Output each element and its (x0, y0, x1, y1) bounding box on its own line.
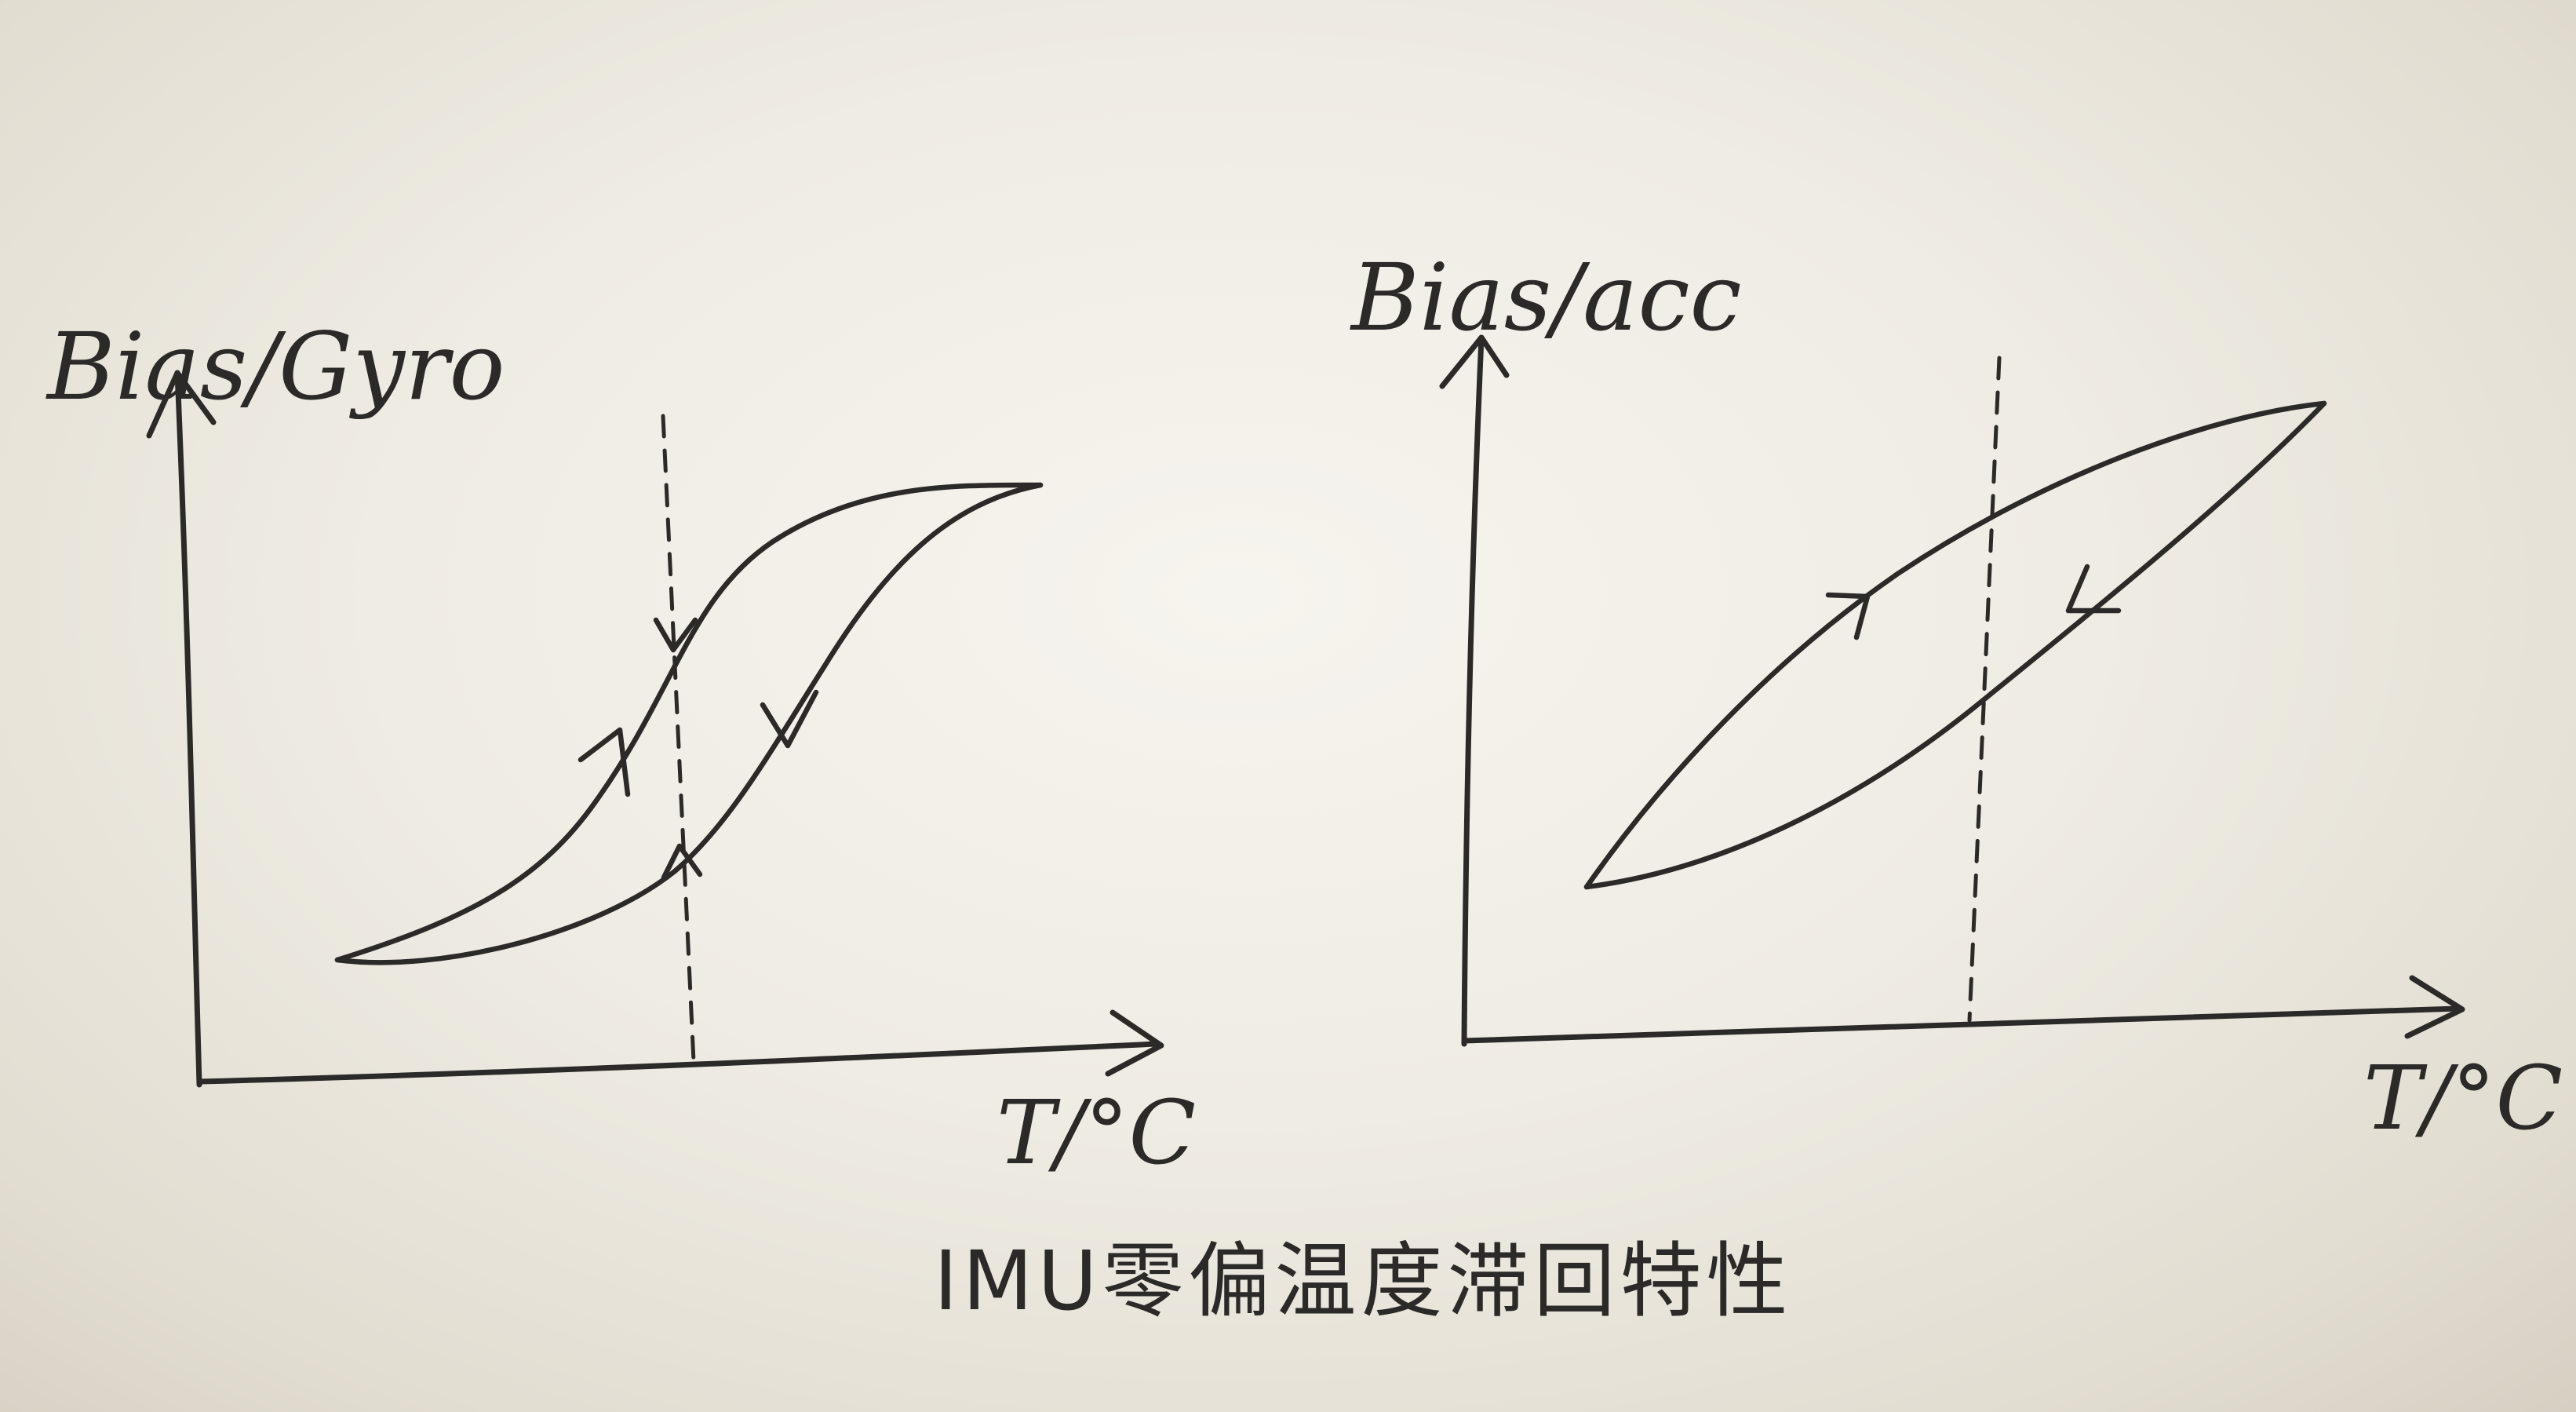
acc-x-axis (1461, 1005, 2461, 1044)
gyro-cooling-branch (334, 482, 1044, 965)
acc-arrow-down-left (2065, 564, 2122, 614)
gyro-arrow-down-right (760, 689, 819, 749)
gyro-arrow-down-dashed (653, 617, 698, 653)
acc-y-axis (1461, 334, 1485, 1047)
gyro-reference-line (661, 414, 696, 1064)
acc-heating-branch (1583, 400, 2327, 890)
gyro-x-axis-arrowhead (1105, 1009, 1164, 1077)
gyro-y-axis-label: Bias/Gyro (46, 312, 505, 421)
acc-y-axis-label: Bias/acc (1350, 243, 1742, 352)
gyro-y-axis (174, 370, 202, 1088)
acc-arrow-up-right (1825, 592, 1871, 640)
acc-reference-line (1967, 356, 2002, 1023)
gyro-arrow-up-dashed (661, 843, 703, 881)
acc-x-axis-label: T/°C (2363, 1048, 2563, 1150)
acc-x-axis-arrowhead (2404, 975, 2465, 1039)
acc-cooling-branch (1583, 400, 2327, 890)
diagram-caption: IMU零偏温度滞回特性 (934, 1233, 1793, 1329)
gyro-x-axis (196, 1041, 1160, 1085)
gyro-heating-branch (334, 482, 1044, 963)
acc-y-axis-arrowhead (1439, 334, 1510, 389)
gyro-panel: Bias/Gyro T/°C (46, 312, 1196, 1184)
gyro-x-axis-label: T/°C (997, 1082, 1196, 1184)
acc-panel: Bias/acc T/°C (1350, 243, 2563, 1150)
gyro-y-axis-arrowhead (146, 370, 217, 439)
gyro-arrow-up-left (578, 727, 631, 797)
